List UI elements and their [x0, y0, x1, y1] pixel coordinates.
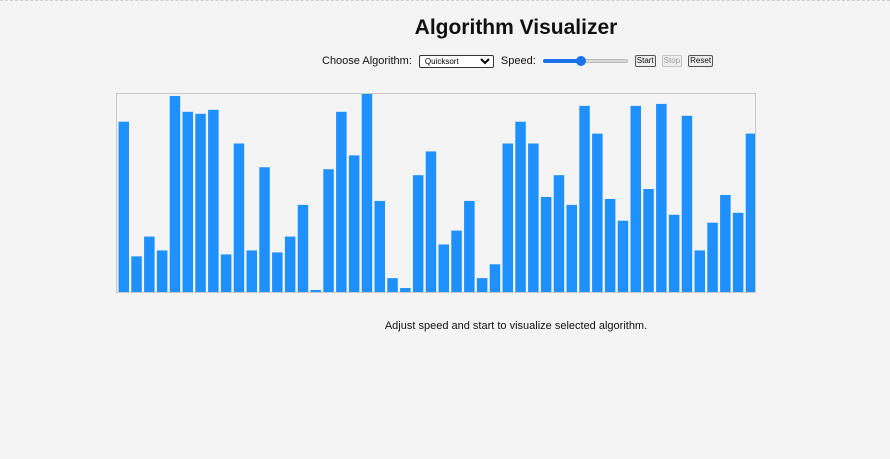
array-bar — [118, 121, 129, 292]
speed-slider[interactable] — [542, 54, 628, 68]
array-bar — [323, 169, 334, 292]
array-bar — [720, 194, 731, 292]
array-bar — [361, 94, 373, 292]
array-bar — [208, 109, 219, 292]
array-bar — [336, 111, 347, 292]
controls-bar: Choose Algorithm: Quicksort Speed: Start… — [322, 54, 719, 68]
status-message: Adjust speed and start to visualize sele… — [384, 320, 648, 332]
array-bar — [617, 220, 629, 292]
algorithm-label: Choose Algorithm: — [322, 55, 412, 67]
array-bar — [528, 143, 539, 292]
array-bar — [579, 105, 590, 292]
bars-container — [116, 93, 756, 293]
array-bar — [169, 95, 181, 292]
array-bar — [297, 204, 309, 292]
array-bar — [566, 204, 577, 292]
array-bar — [233, 143, 245, 292]
speed-slider-thumb[interactable] — [576, 56, 587, 66]
array-bar — [604, 198, 616, 292]
array-bar — [387, 278, 398, 292]
array-bar — [668, 214, 680, 292]
bars-canvas — [118, 94, 755, 292]
array-bar — [374, 200, 385, 292]
array-bar — [144, 236, 155, 292]
top-divider — [0, 0, 890, 2]
array-bar — [284, 236, 296, 292]
array-bar — [246, 250, 257, 292]
array-bar — [515, 121, 526, 292]
array-bar — [707, 222, 718, 292]
array-bar — [195, 113, 206, 292]
array-bar — [220, 254, 232, 292]
array-bar — [156, 250, 168, 292]
array-bar — [476, 278, 488, 292]
array-bar — [502, 143, 513, 292]
array-bar — [745, 133, 755, 292]
array-bar — [540, 196, 552, 292]
array-bar — [310, 290, 321, 292]
array-bar — [438, 244, 449, 292]
array-bar — [592, 133, 603, 292]
array-bar — [489, 264, 501, 292]
speed-label: Speed: — [500, 55, 536, 67]
array-bar — [131, 256, 142, 292]
array-bar — [732, 212, 744, 292]
array-bar — [630, 105, 641, 292]
array-bar — [464, 200, 475, 292]
start-button[interactable]: Start — [634, 55, 656, 67]
array-bar — [259, 167, 270, 292]
reset-button[interactable]: Reset — [688, 55, 714, 67]
page-title: Algorithm Visualizer — [414, 16, 618, 39]
array-bar — [182, 111, 193, 292]
array-bar — [656, 103, 667, 292]
array-bar — [400, 288, 411, 292]
array-bar — [272, 252, 283, 292]
array-bar — [425, 151, 437, 292]
array-bar — [694, 250, 705, 292]
array-bar — [643, 189, 654, 292]
algorithm-select[interactable]: Quicksort — [418, 54, 494, 68]
speed-slider-fill — [542, 59, 582, 63]
array-bar — [681, 115, 693, 292]
array-bar — [348, 155, 360, 292]
stop-button[interactable]: Stop — [661, 55, 683, 67]
array-bar — [451, 230, 462, 292]
array-bar — [412, 175, 424, 292]
array-bar — [553, 175, 565, 292]
